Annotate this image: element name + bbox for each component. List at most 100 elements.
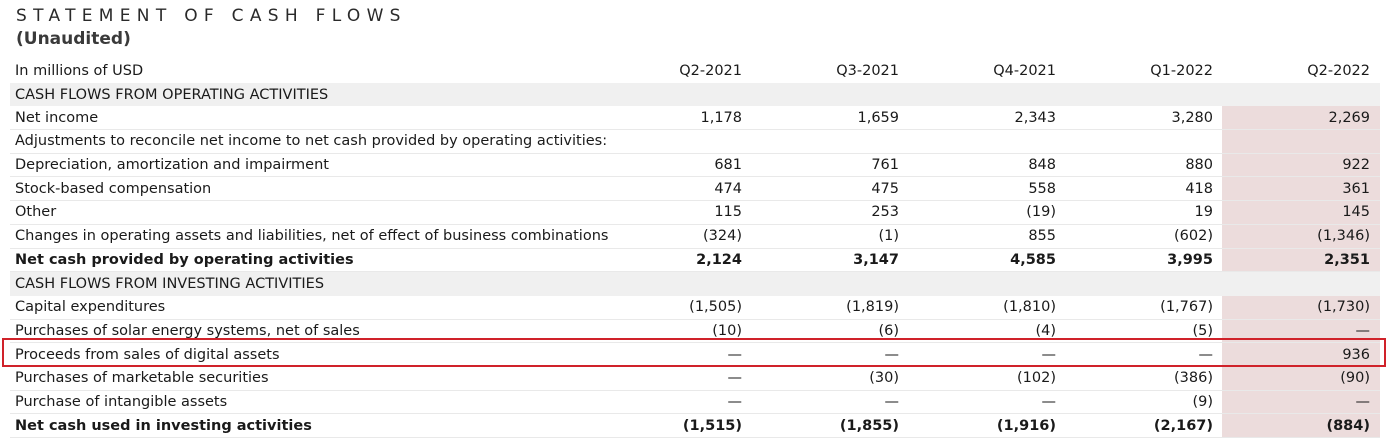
row-label: Net cash provided by operating activitie… bbox=[15, 251, 354, 268]
row-label: Stock-based compensation bbox=[15, 180, 212, 197]
value-cell: 145 bbox=[1342, 204, 1370, 221]
row-label: CASH FLOWS FROM INVESTING ACTIVITIES bbox=[15, 276, 325, 293]
value-cell: — bbox=[1198, 346, 1214, 363]
highlighted-column-bg bbox=[1222, 343, 1380, 366]
highlighted-column-bg bbox=[1222, 201, 1380, 224]
value-cell: 2,343 bbox=[1014, 109, 1056, 126]
value-cell: (1,819) bbox=[846, 299, 899, 316]
value-cell: 253 bbox=[871, 204, 899, 221]
units-label: In millions of USD bbox=[15, 62, 144, 79]
value-cell: (602) bbox=[1174, 228, 1213, 245]
value-cell: 855 bbox=[1028, 228, 1056, 245]
value-cell: 3,147 bbox=[853, 251, 899, 268]
value-cell: 418 bbox=[1185, 180, 1213, 197]
highlighted-column-bg bbox=[1222, 366, 1380, 390]
table-row: Purchases of solar energy systems, net o… bbox=[10, 319, 1380, 344]
table-header-row: In millions of USD Q2-2021 Q3-2021 Q4-20… bbox=[10, 59, 1380, 83]
value-cell: 19 bbox=[1194, 204, 1213, 221]
row-label: Purchases of solar energy systems, net o… bbox=[15, 322, 360, 339]
highlighted-column-bg bbox=[1222, 224, 1380, 248]
row-label: Changes in operating assets and liabilit… bbox=[15, 228, 609, 245]
value-cell: (1,916) bbox=[996, 417, 1056, 434]
column-header: Q4-2021 bbox=[993, 62, 1056, 79]
statement-title: STATEMENT OF CASH FLOWS bbox=[16, 6, 407, 26]
value-cell: 2,124 bbox=[696, 251, 742, 268]
value-cell: 4,585 bbox=[1010, 251, 1056, 268]
value-cell bbox=[1222, 130, 1370, 153]
row-label: Adjustments to reconcile net income to n… bbox=[15, 133, 608, 150]
row-label: Capital expenditures bbox=[15, 299, 166, 316]
value-cell: (386) bbox=[1174, 370, 1213, 387]
column-header: Q2-2022 bbox=[1307, 62, 1370, 79]
table-row: Purchase of intangible assets — — — (9) — bbox=[10, 390, 1380, 415]
value-cell: 2,269 bbox=[1328, 109, 1370, 126]
row-label: Purchase of intangible assets bbox=[15, 393, 228, 410]
table-row: Capital expenditures (1,505) (1,819) (1,810… bbox=[10, 295, 1380, 320]
value-cell: (10) bbox=[712, 322, 742, 339]
highlighted-column-bg bbox=[1222, 130, 1380, 153]
total-row: Net cash provided by operating activitie… bbox=[10, 248, 1380, 273]
value-cell: (1,855) bbox=[839, 417, 899, 434]
value-cell: 115 bbox=[714, 204, 742, 221]
value-cell: — bbox=[727, 370, 743, 387]
value-cell: 558 bbox=[1028, 180, 1056, 197]
highlighted-column-bg bbox=[1222, 248, 1380, 272]
table-row: Net income 1,178 1,659 2,343 3,280 2,269 bbox=[10, 106, 1380, 131]
value-cell bbox=[759, 130, 899, 153]
highlighted-column-bg bbox=[1222, 295, 1380, 319]
section-header-row: CASH FLOWS FROM OPERATING ACTIVITIES bbox=[10, 82, 1380, 107]
value-cell: 1,659 bbox=[857, 109, 899, 126]
value-cell: — bbox=[884, 393, 900, 410]
value-cell: 361 bbox=[1342, 180, 1370, 197]
value-cell: (1) bbox=[878, 228, 899, 245]
value-cell: — bbox=[1041, 346, 1057, 363]
value-cell: 3,280 bbox=[1171, 109, 1213, 126]
value-cell: (102) bbox=[1017, 370, 1056, 387]
table-row: Purchases of marketable securities — (30) (… bbox=[10, 366, 1380, 391]
statement-subtitle: (Unaudited) bbox=[16, 29, 131, 49]
highlighted-column-bg bbox=[1222, 106, 1380, 130]
row-label: Other bbox=[15, 204, 57, 221]
value-cell: (1,730) bbox=[1317, 299, 1370, 316]
value-cell: (19) bbox=[1026, 204, 1056, 221]
value-cell: (2,167) bbox=[1153, 417, 1213, 434]
value-cell: 2,351 bbox=[1324, 251, 1370, 268]
value-cell: 1,178 bbox=[700, 109, 742, 126]
value-cell: 761 bbox=[871, 157, 899, 174]
value-cell: (1,767) bbox=[1160, 299, 1213, 316]
value-cell: 922 bbox=[1342, 157, 1370, 174]
value-cell bbox=[916, 130, 1056, 153]
value-cell: (1,515) bbox=[682, 417, 742, 434]
row-label: CASH FLOWS FROM OPERATING ACTIVITIES bbox=[15, 86, 329, 103]
highlighted-column-bg bbox=[1222, 153, 1380, 177]
value-cell: — bbox=[727, 393, 743, 410]
value-cell: (4) bbox=[1035, 322, 1056, 339]
table-row: Changes in operating assets and liabilit… bbox=[10, 224, 1380, 249]
row-label: Net income bbox=[15, 109, 99, 126]
highlighted-column-bg bbox=[1222, 177, 1380, 201]
section-header-row: CASH FLOWS FROM INVESTING ACTIVITIES bbox=[10, 272, 1380, 296]
value-cell: 681 bbox=[714, 157, 742, 174]
total-row: Net cash used in investing activities (1,… bbox=[10, 414, 1380, 438]
column-header: Q3-2021 bbox=[836, 62, 899, 79]
value-cell: 475 bbox=[871, 180, 899, 197]
row-label: Proceeds from sales of digital assets bbox=[15, 346, 280, 363]
value-cell: 3,995 bbox=[1167, 251, 1213, 268]
value-cell bbox=[1073, 130, 1213, 153]
value-cell: (1,346) bbox=[1317, 228, 1370, 245]
value-cell: (30) bbox=[869, 370, 899, 387]
table-row: Proceeds from sales of digital assets — — —… bbox=[10, 343, 1380, 367]
value-cell: (6) bbox=[878, 322, 899, 339]
value-cell: 474 bbox=[714, 180, 742, 197]
value-cell: — bbox=[1355, 322, 1371, 339]
cash-flow-table: In millions of USD Q2-2021 Q3-2021 Q4-20… bbox=[10, 59, 1380, 438]
table-row: Stock-based compensation 474 475 558 418 361 bbox=[10, 177, 1380, 202]
column-header: Q1-2022 bbox=[1150, 62, 1213, 79]
value-cell: 880 bbox=[1185, 157, 1213, 174]
value-cell: — bbox=[727, 346, 743, 363]
value-cell: 848 bbox=[1028, 157, 1056, 174]
table-row: Other 115 253 (19) 19 145 bbox=[10, 201, 1380, 225]
row-label: Depreciation, amortization and impairmen… bbox=[15, 157, 329, 174]
column-header: Q2-2021 bbox=[679, 62, 742, 79]
value-cell: (5) bbox=[1192, 322, 1213, 339]
